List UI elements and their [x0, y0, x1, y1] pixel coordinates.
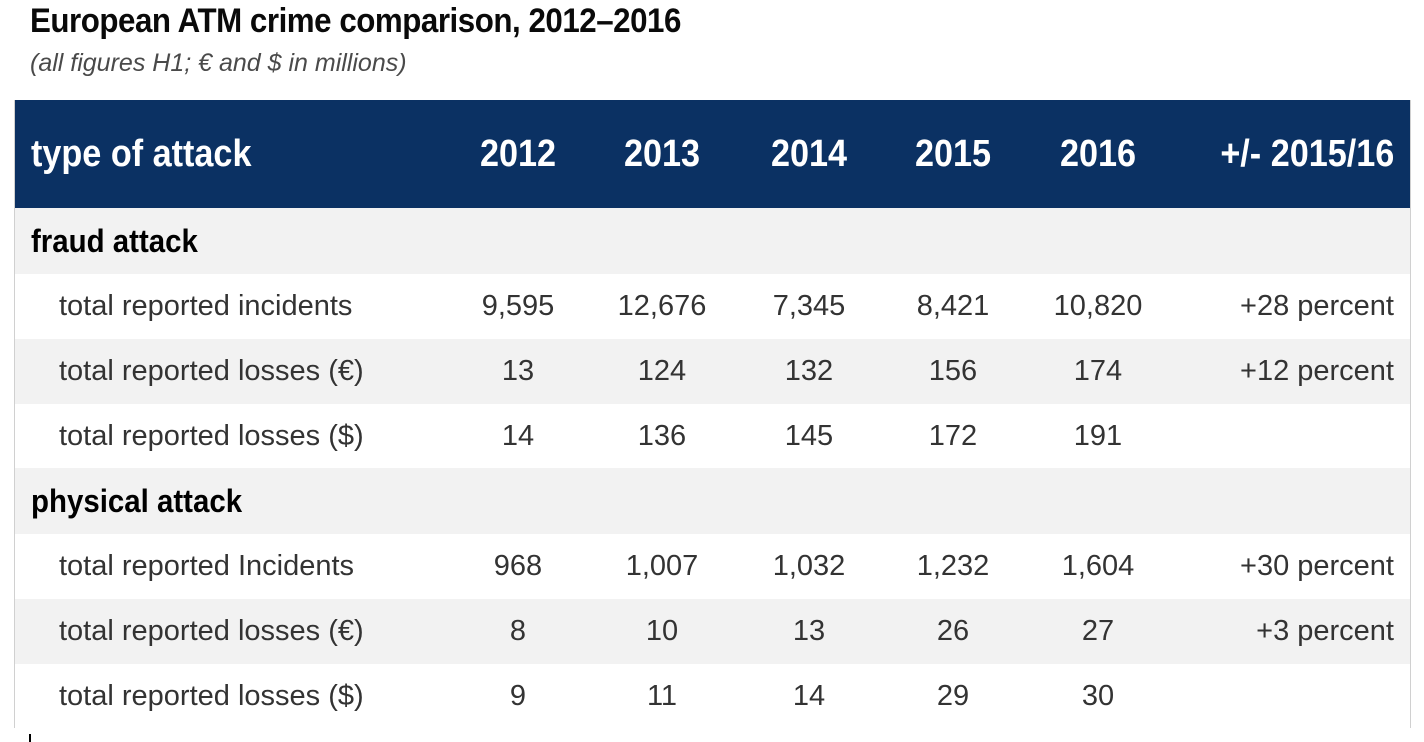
chart-title: European ATM crime comparison, 2012–2016	[30, 2, 681, 40]
value-cell: 29	[936, 679, 970, 712]
value-cell: 172	[928, 419, 978, 452]
value-cell: 1,232	[916, 550, 990, 582]
value-cell: 14	[501, 419, 535, 452]
table-row: total reported losses (€) 13 124 132 156 174 +…	[15, 339, 1410, 404]
value-cell: 8,421	[916, 290, 990, 322]
value-cell: 1,007	[625, 550, 699, 582]
value-cell: 7,345	[772, 290, 846, 322]
row-label: total reported losses (€)	[59, 615, 364, 647]
value-cell: 9,595	[481, 290, 555, 322]
value-cell: 26	[936, 615, 970, 647]
table-row: total reported Incidents 968 1,007 1,032 1,2…	[15, 534, 1410, 599]
value-cell: 174	[1073, 355, 1123, 387]
header-change: +/- 2015/16	[1220, 132, 1394, 175]
value-cell: 156	[928, 355, 978, 387]
header-year: 2012	[479, 132, 557, 175]
change-cell: +30 percent	[1240, 550, 1394, 582]
row-label: total reported Incidents	[59, 550, 355, 582]
value-cell: 13	[792, 615, 826, 647]
row-label: total reported losses ($)	[59, 419, 364, 452]
value-cell: 27	[1081, 615, 1115, 647]
value-cell: 30	[1081, 679, 1115, 712]
value-cell: 132	[784, 355, 834, 387]
change-cell: +3 percent	[1256, 615, 1394, 647]
value-cell: 124	[637, 355, 687, 387]
table-header-row: type of attack 2012 2013 2014 2015 2016 +/- 20…	[15, 100, 1410, 208]
value-cell: 136	[637, 419, 687, 452]
value-cell: 191	[1073, 419, 1123, 452]
data-table: type of attack 2012 2013 2014 2015 2016 +/- 20…	[14, 100, 1411, 728]
header-year: 2015	[914, 132, 992, 175]
header-type-of-attack: type of attack	[31, 132, 252, 175]
change-cell: +12 percent	[1240, 355, 1394, 387]
value-cell: 1,604	[1061, 550, 1135, 582]
value-cell: 10	[645, 615, 679, 647]
header-year: 2016	[1059, 132, 1137, 175]
value-cell: 11	[646, 679, 678, 712]
table-row: total reported losses (€) 8 10 13 26 27 +3 per…	[15, 599, 1410, 664]
value-cell: 13	[501, 355, 535, 387]
value-cell: 14	[792, 679, 826, 712]
header-year: 2014	[770, 132, 848, 175]
change-cell: +28 percent	[1240, 290, 1394, 322]
section-row: fraud attack	[15, 208, 1410, 274]
value-cell: 9	[509, 679, 527, 712]
row-label: total reported incidents	[59, 290, 353, 322]
value-cell: 8	[509, 615, 527, 647]
section-label: physical attack	[31, 482, 243, 519]
row-label: total reported losses ($)	[59, 679, 364, 712]
row-label: total reported losses (€)	[59, 355, 364, 387]
table-row: total reported losses ($) 9 11 14 29 30	[15, 664, 1410, 728]
text-cursor-mark	[29, 734, 31, 742]
value-cell: 145	[784, 419, 834, 452]
section-row: physical attack	[15, 468, 1410, 534]
header-year: 2013	[623, 132, 701, 175]
section-label: fraud attack	[31, 222, 198, 259]
value-cell: 1,032	[772, 550, 846, 582]
table-row: total reported losses ($) 14 136 145 172 191	[15, 404, 1410, 468]
chart-subtitle: (all figures H1; € and $ in millions)	[30, 49, 407, 77]
value-cell: 10,820	[1053, 290, 1143, 322]
value-cell: 12,676	[617, 290, 707, 322]
value-cell: 968	[493, 550, 543, 582]
table-row: total reported incidents 9,595 12,676 7,345…	[15, 274, 1410, 339]
